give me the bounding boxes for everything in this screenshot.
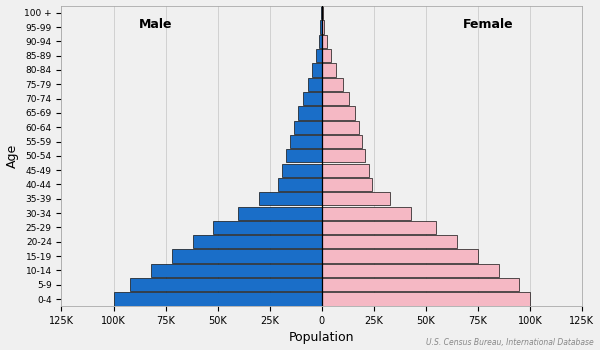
Bar [322, 221, 436, 234]
Bar [172, 250, 322, 262]
Bar [193, 235, 322, 248]
Bar [322, 278, 520, 291]
Bar [322, 106, 355, 119]
Bar [313, 63, 322, 77]
Bar [322, 149, 365, 162]
Bar [322, 264, 499, 277]
Bar [319, 35, 322, 48]
Bar [320, 20, 322, 34]
Bar [151, 264, 322, 277]
Bar [298, 106, 322, 119]
Bar [214, 221, 322, 234]
Bar [130, 278, 322, 291]
Bar [322, 235, 457, 248]
Bar [322, 121, 359, 134]
Bar [322, 63, 336, 77]
Bar [322, 163, 368, 177]
Bar [322, 78, 343, 91]
Y-axis label: Age: Age [5, 144, 19, 168]
Bar [322, 192, 391, 205]
Bar [322, 49, 331, 62]
Bar [238, 206, 322, 220]
Bar [278, 178, 322, 191]
Bar [322, 135, 362, 148]
Bar [322, 35, 327, 48]
Bar [286, 149, 322, 162]
Bar [259, 192, 322, 205]
Bar [322, 206, 411, 220]
Bar [322, 178, 371, 191]
Bar [322, 292, 530, 306]
Bar [290, 135, 322, 148]
Bar [316, 49, 322, 62]
Bar [113, 292, 322, 306]
Bar [322, 250, 478, 262]
Bar [322, 6, 323, 19]
Bar [282, 163, 322, 177]
X-axis label: Population: Population [289, 331, 355, 344]
Bar [293, 121, 322, 134]
Bar [308, 78, 322, 91]
Bar [322, 20, 324, 34]
Text: Male: Male [139, 18, 172, 30]
Text: Female: Female [463, 18, 514, 30]
Text: U.S. Census Bureau, International Database: U.S. Census Bureau, International Databa… [426, 337, 594, 346]
Bar [303, 92, 322, 105]
Bar [322, 92, 349, 105]
